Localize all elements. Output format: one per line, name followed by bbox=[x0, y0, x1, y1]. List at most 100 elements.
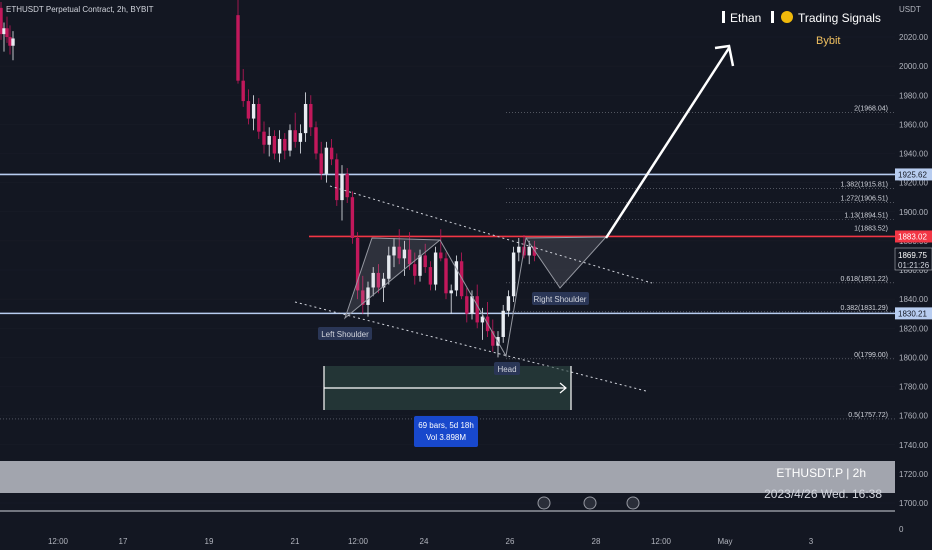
candle bbox=[324, 147, 329, 174]
y-tick-label: 1940.00 bbox=[899, 150, 928, 159]
fib-label: 0.5(1757.72) bbox=[848, 412, 888, 419]
candle bbox=[11, 38, 15, 46]
pattern-drawings bbox=[294, 44, 735, 410]
level-price-label: 1925.62 bbox=[898, 170, 927, 179]
candle bbox=[303, 103, 308, 134]
candle bbox=[491, 331, 495, 346]
x-tick-label: May bbox=[717, 537, 732, 546]
trendline-lower bbox=[294, 301, 647, 392]
time-axis[interactable]: 12:00 17 19 21 12:00 24 26 28 12:00 May 3 bbox=[48, 537, 814, 546]
candle bbox=[366, 287, 370, 305]
candle bbox=[246, 101, 251, 119]
fib-label: 1(1883.52) bbox=[854, 226, 888, 233]
candle bbox=[319, 153, 323, 174]
candle bbox=[449, 290, 453, 294]
x-tick-label: 28 bbox=[592, 537, 601, 546]
candle bbox=[381, 278, 386, 288]
right-shoulder-label: Right Shoulder bbox=[534, 295, 587, 304]
y-tick-label: 1920.00 bbox=[899, 179, 928, 188]
candle bbox=[272, 136, 277, 154]
candle bbox=[527, 246, 531, 256]
y-tick-label: 1980.00 bbox=[899, 91, 928, 100]
measure-info-box bbox=[414, 416, 478, 447]
candle bbox=[329, 147, 334, 160]
measure-bars-text: 69 bars, 5d 18h bbox=[418, 421, 474, 430]
axis-corner-zero: 0 bbox=[899, 525, 904, 534]
forecast-arrowhead bbox=[714, 44, 735, 67]
candle bbox=[428, 267, 433, 285]
fib-label: 1.272(1906.51) bbox=[841, 195, 888, 202]
candle bbox=[257, 103, 261, 132]
level-price-label: 1830.21 bbox=[898, 309, 927, 318]
fib-label: 1.382(1915.81) bbox=[841, 182, 888, 189]
candle bbox=[288, 130, 292, 151]
y-tick-label: 2000.00 bbox=[899, 62, 928, 71]
y-tick-label: 1840.00 bbox=[899, 295, 928, 304]
y-tick-label: 1720.00 bbox=[899, 470, 928, 479]
candle bbox=[517, 246, 521, 253]
horizontal-levels bbox=[0, 173, 895, 315]
candle bbox=[397, 246, 401, 259]
symbol-title: ETHUSDT Perpetual Contract, 2h, BYBIT bbox=[6, 5, 154, 14]
candle bbox=[335, 159, 339, 201]
candle bbox=[267, 136, 271, 145]
candle bbox=[392, 246, 396, 256]
candle bbox=[433, 252, 438, 285]
candle bbox=[511, 252, 516, 297]
coin-icon bbox=[781, 11, 793, 23]
price-axis-bg bbox=[895, 0, 932, 550]
candle bbox=[355, 237, 360, 291]
candle bbox=[413, 264, 417, 276]
x-tick-label: 12:00 bbox=[48, 537, 69, 546]
candle bbox=[8, 37, 12, 46]
price-axis[interactable]: 1700.00 1720.00 1740.00 1760.00 1780.00 1800.… bbox=[895, 0, 932, 550]
candle bbox=[501, 310, 505, 337]
flag-icon[interactable] bbox=[626, 496, 640, 510]
exchange-label: Bybit bbox=[816, 35, 840, 47]
candles bbox=[0, 0, 537, 358]
candle bbox=[371, 272, 375, 288]
candle bbox=[532, 246, 537, 256]
y-tick-label: 1960.00 bbox=[899, 120, 928, 129]
measure-arrowhead bbox=[559, 382, 567, 394]
candle bbox=[340, 173, 344, 201]
level-price-label: 1883.02 bbox=[898, 232, 927, 241]
flag-icon[interactable] bbox=[537, 496, 551, 510]
y-tick-label: 1780.00 bbox=[899, 383, 928, 392]
forecast-arrow bbox=[604, 47, 731, 239]
currency-label: USDT bbox=[899, 5, 921, 14]
x-tick-label: 21 bbox=[291, 537, 300, 546]
fib-label: 0.382(1831.29) bbox=[841, 305, 888, 312]
candle bbox=[439, 252, 443, 259]
bar-icon bbox=[771, 11, 774, 23]
candle bbox=[293, 130, 297, 142]
candle bbox=[475, 296, 479, 323]
price-axis-labels: USDT 1869.75 01:21:26 0 bbox=[894, 5, 932, 534]
ticker-text: ETHUSDT.P | 2h bbox=[776, 466, 866, 480]
x-tick-label: 17 bbox=[119, 537, 128, 546]
y-tick-label: 1740.00 bbox=[899, 441, 928, 450]
y-tick-label: 1800.00 bbox=[899, 353, 928, 362]
candle bbox=[418, 255, 422, 276]
last-price-label: 1869.75 bbox=[898, 251, 927, 260]
candle bbox=[277, 138, 282, 154]
candle bbox=[506, 296, 511, 311]
candle bbox=[314, 127, 318, 154]
y-tick-label: 1700.00 bbox=[899, 499, 928, 508]
level-price-box bbox=[895, 230, 932, 243]
flag-icon[interactable] bbox=[583, 496, 597, 510]
bottom-band: ETHUSDT.P | 2h 2023/4/26 Wed. 16:38 bbox=[0, 461, 895, 512]
candle bbox=[345, 173, 349, 198]
fib-label: 2(1968.04) bbox=[854, 106, 888, 113]
left-shoulder-label: Left Shoulder bbox=[321, 330, 369, 339]
candle bbox=[407, 249, 412, 265]
bar-icon bbox=[722, 11, 725, 23]
y-tick-label: 2020.00 bbox=[899, 33, 928, 42]
candle bbox=[350, 197, 355, 238]
candle bbox=[423, 255, 427, 268]
fib-label: 0(1799.00) bbox=[854, 352, 888, 359]
candle bbox=[480, 316, 485, 323]
candle bbox=[262, 131, 266, 145]
level-price-box bbox=[895, 168, 932, 181]
